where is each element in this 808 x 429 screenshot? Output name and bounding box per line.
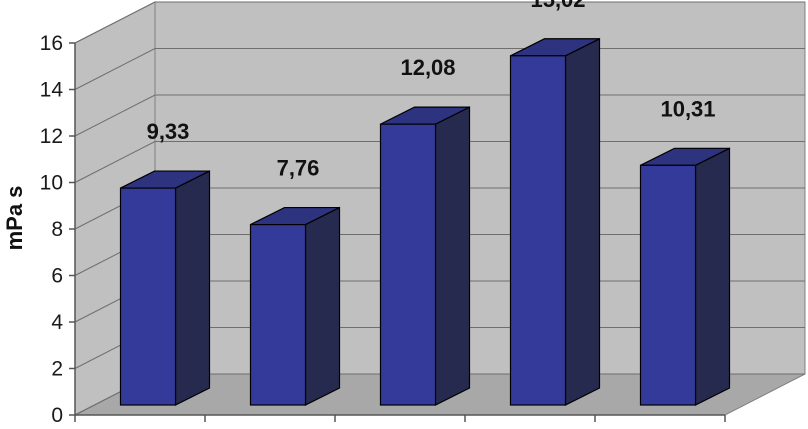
bar-front [639, 164, 697, 406]
y-tick-label: 12 [40, 125, 63, 148]
data-labels: 9,33 7,76 12,08 15,02 10,31 [147, 0, 716, 181]
data-label-3: 12,08 [400, 55, 455, 80]
bar-side [434, 106, 471, 406]
y-axis: 0 2 4 6 8 10 12 14 16 [40, 32, 726, 427]
y-tick-label: 6 [51, 265, 63, 288]
y-tick-label: 8 [51, 218, 63, 241]
bar-1 [119, 170, 211, 406]
y-tick-label: 2 [51, 358, 63, 381]
bar-front [249, 223, 307, 406]
bar-side [304, 206, 341, 406]
y-axis-label: mPa s [2, 186, 27, 251]
bar-front [119, 187, 177, 406]
data-label-4: 15,02 [530, 0, 585, 12]
bar-side [564, 37, 601, 406]
bar-5 [639, 147, 731, 406]
data-label-1: 9,33 [147, 119, 190, 144]
bar-front [509, 55, 567, 406]
y-tick-label: 10 [40, 172, 63, 195]
data-label-2: 7,76 [277, 156, 320, 181]
bar-front [379, 123, 437, 406]
y-tick-label: 0 [51, 404, 63, 427]
y-tick-label: 4 [51, 311, 63, 334]
bar-side [174, 170, 211, 406]
data-label-5: 10,31 [660, 96, 715, 121]
bar-2 [249, 206, 341, 406]
y-tick-label: 14 [40, 79, 64, 102]
bar-4 [509, 37, 601, 406]
bar-3 [379, 106, 471, 406]
gridline [74, 1, 805, 44]
y-tick-label: 16 [40, 32, 63, 55]
bar-side [694, 147, 731, 406]
bars [119, 37, 731, 406]
